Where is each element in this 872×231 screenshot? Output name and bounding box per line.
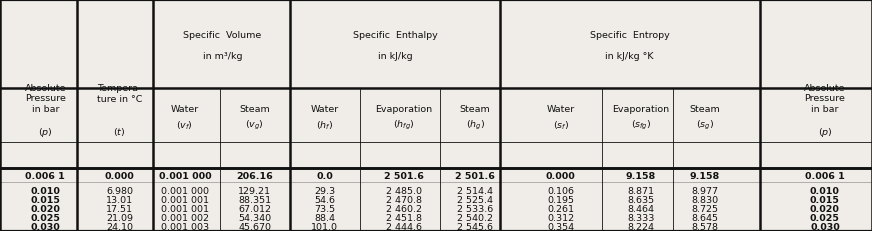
Text: 0.106: 0.106	[548, 187, 574, 196]
Text: 0.020: 0.020	[31, 204, 60, 213]
Text: 2 460.2: 2 460.2	[385, 204, 422, 213]
Text: 101.0: 101.0	[311, 222, 337, 231]
Text: ($v_f$): ($v_f$)	[176, 119, 194, 131]
Text: in kJ/kg: in kJ/kg	[378, 52, 412, 61]
Text: 0.030: 0.030	[31, 222, 60, 231]
Text: 2 501.6: 2 501.6	[384, 171, 424, 180]
Text: 129.21: 129.21	[238, 187, 271, 196]
Text: Water: Water	[547, 104, 575, 113]
Text: 0.001 003: 0.001 003	[160, 222, 209, 231]
Text: 0.010: 0.010	[31, 187, 60, 196]
Text: 6.980: 6.980	[106, 187, 133, 196]
Text: Steam: Steam	[689, 104, 720, 113]
Text: Steam: Steam	[460, 104, 491, 113]
Text: 2 514.4: 2 514.4	[457, 187, 494, 196]
Text: Tempera-
ture in °C


($t$): Tempera- ture in °C ($t$)	[97, 84, 142, 138]
Text: 206.16: 206.16	[236, 171, 273, 180]
Text: 54.340: 54.340	[238, 213, 271, 222]
Text: 0.010: 0.010	[810, 187, 840, 196]
Text: 54.6: 54.6	[314, 195, 335, 204]
Text: 0.025: 0.025	[810, 213, 840, 222]
Text: Evaporation: Evaporation	[375, 104, 433, 113]
Text: 0.261: 0.261	[548, 204, 574, 213]
Text: 2 545.6: 2 545.6	[457, 222, 494, 231]
Text: 0.000: 0.000	[105, 171, 134, 180]
Text: ($h_{fg}$): ($h_{fg}$)	[393, 118, 414, 131]
Text: 0.015: 0.015	[810, 195, 840, 204]
Text: Specific  Entropy: Specific Entropy	[589, 31, 670, 40]
Text: Steam: Steam	[239, 104, 270, 113]
Text: 9.158: 9.158	[626, 171, 656, 180]
Text: in m³/kg: in m³/kg	[202, 52, 242, 61]
Text: 0.195: 0.195	[548, 195, 574, 204]
Text: 0.001 001: 0.001 001	[160, 195, 209, 204]
Text: 0.312: 0.312	[547, 213, 575, 222]
Text: 8.977: 8.977	[691, 187, 718, 196]
Text: ($h_f$): ($h_f$)	[316, 119, 333, 131]
Text: 9.158: 9.158	[690, 171, 719, 180]
Text: 24.10: 24.10	[106, 222, 133, 231]
Text: 8.578: 8.578	[691, 222, 718, 231]
Text: 0.030: 0.030	[810, 222, 840, 231]
Text: Absolute
Pressure
in bar

($p$): Absolute Pressure in bar ($p$)	[804, 83, 846, 138]
Text: 88.4: 88.4	[314, 213, 335, 222]
Text: Specific  Volume: Specific Volume	[183, 31, 262, 40]
Text: Specific  Enthalpy: Specific Enthalpy	[352, 31, 438, 40]
Text: 0.354: 0.354	[547, 222, 575, 231]
Text: 0.001 000: 0.001 000	[160, 187, 209, 196]
Text: 8.645: 8.645	[691, 213, 718, 222]
Text: ($h_g$): ($h_g$)	[466, 118, 485, 131]
Text: 2 485.0: 2 485.0	[385, 187, 422, 196]
Text: 8.871: 8.871	[628, 187, 654, 196]
Text: ($s_f$): ($s_f$)	[553, 119, 569, 131]
Text: 0.006 1: 0.006 1	[25, 171, 65, 180]
Text: 0.020: 0.020	[810, 204, 840, 213]
Text: ($s_{fg}$): ($s_{fg}$)	[630, 118, 651, 131]
Text: 13.01: 13.01	[106, 195, 133, 204]
Text: in kJ/kg °K: in kJ/kg °K	[605, 52, 654, 61]
Text: 2 525.4: 2 525.4	[457, 195, 494, 204]
Text: Water: Water	[310, 104, 338, 113]
Text: 2 540.2: 2 540.2	[457, 213, 494, 222]
Text: 0.000: 0.000	[546, 171, 576, 180]
Text: 73.5: 73.5	[314, 204, 335, 213]
Text: 67.012: 67.012	[238, 204, 271, 213]
Text: ($v_g$): ($v_g$)	[245, 118, 264, 131]
Text: 0.001 000: 0.001 000	[159, 171, 211, 180]
Text: 8.725: 8.725	[691, 204, 718, 213]
Text: 2 470.8: 2 470.8	[385, 195, 422, 204]
Text: Evaporation: Evaporation	[612, 104, 670, 113]
Text: 2 533.6: 2 533.6	[457, 204, 494, 213]
Text: Water: Water	[171, 104, 199, 113]
Text: ($s_g$): ($s_g$)	[696, 118, 713, 131]
Text: 0.001 002: 0.001 002	[160, 213, 209, 222]
Text: 29.3: 29.3	[314, 187, 335, 196]
Text: 2 451.8: 2 451.8	[385, 213, 422, 222]
Text: 8.830: 8.830	[691, 195, 719, 204]
Text: 8.635: 8.635	[627, 195, 655, 204]
Text: 0.006 1: 0.006 1	[805, 171, 845, 180]
Text: 17.51: 17.51	[106, 204, 133, 213]
Text: 88.351: 88.351	[238, 195, 271, 204]
Text: 2 501.6: 2 501.6	[455, 171, 495, 180]
Text: 0.025: 0.025	[31, 213, 60, 222]
Text: 0.015: 0.015	[31, 195, 60, 204]
Text: 8.224: 8.224	[628, 222, 654, 231]
Text: 45.670: 45.670	[238, 222, 271, 231]
Text: 0.0: 0.0	[316, 171, 333, 180]
Text: 2 444.6: 2 444.6	[385, 222, 422, 231]
Text: 8.333: 8.333	[627, 213, 655, 222]
Text: 8.464: 8.464	[628, 204, 654, 213]
Text: Absolute
Pressure
in bar

($p$): Absolute Pressure in bar ($p$)	[24, 83, 66, 138]
Text: 21.09: 21.09	[106, 213, 133, 222]
Text: 0.001 001: 0.001 001	[160, 204, 209, 213]
